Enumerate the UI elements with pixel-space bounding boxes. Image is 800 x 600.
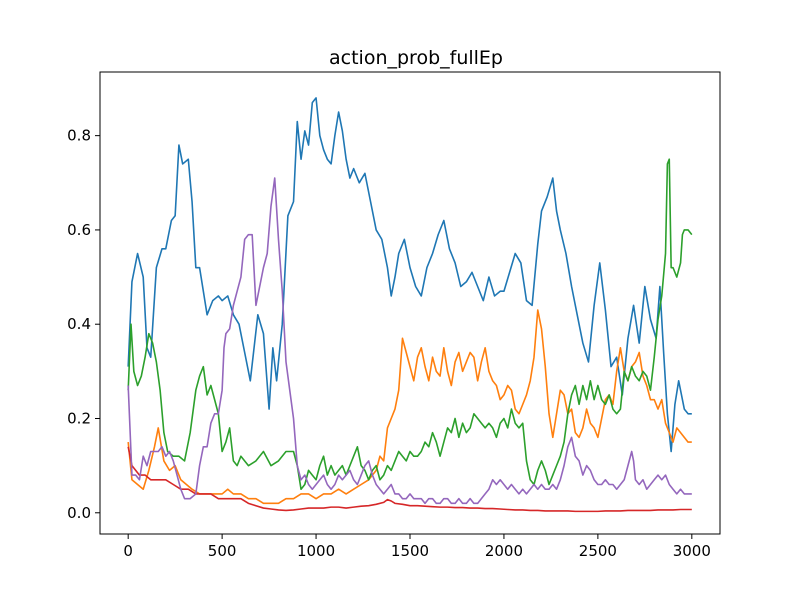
y-tick-label: 0.6: [67, 221, 91, 239]
x-axis-ticks: 0 500 1000 1500 2000 2500 3000: [123, 534, 711, 560]
x-tick-label: 2000: [485, 542, 523, 560]
x-tick-label: 3000: [673, 542, 711, 560]
x-tick-label: 2500: [579, 542, 617, 560]
chart-title: action_prob_fullEp: [329, 47, 503, 69]
y-axis-ticks: 0.0 0.2 0.4 0.6 0.8: [67, 127, 100, 522]
y-tick-label: 0.0: [67, 504, 91, 522]
y-tick-label: 0.8: [67, 127, 91, 145]
series-line-5: [127, 177, 692, 505]
y-tick-label: 0.2: [67, 410, 91, 428]
series-line-3: [127, 158, 693, 491]
series-line-1: [127, 97, 692, 453]
x-tick-label: 1500: [391, 542, 429, 560]
x-tick-label: 500: [208, 542, 237, 560]
x-tick-label: 0: [123, 542, 133, 560]
series-layer: [127, 97, 693, 513]
series-line-4: [127, 446, 692, 513]
series-line-2: [127, 309, 692, 505]
y-tick-label: 0.4: [67, 315, 91, 333]
x-tick-label: 1000: [297, 542, 335, 560]
